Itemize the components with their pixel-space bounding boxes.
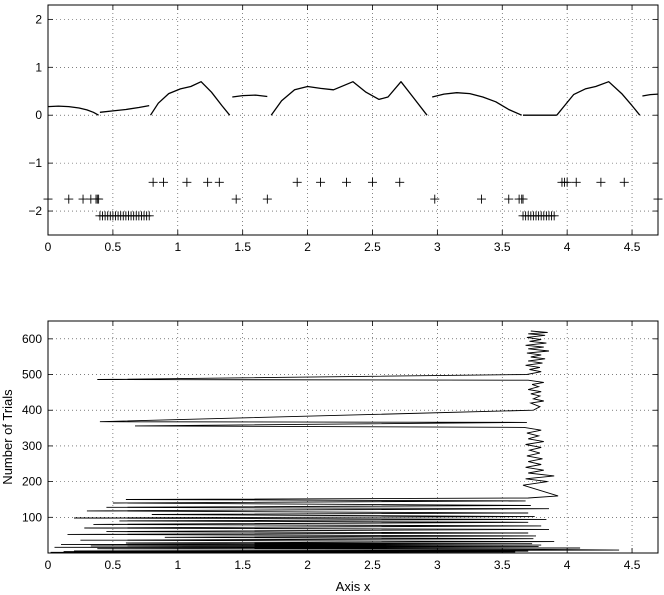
- bottom-trials-trace: [50, 330, 620, 553]
- top-marker-row1-13: [571, 177, 581, 187]
- top-curve-segment-5: [432, 92, 522, 116]
- bottom-plot-area: [48, 321, 658, 553]
- top-ytick-label-3: 1: [35, 60, 42, 74]
- top-xtick-label-2: 1: [174, 240, 181, 254]
- top-marker-row2-1: [64, 194, 74, 204]
- top-marker-row1-5: [292, 177, 302, 187]
- top-xtick-label-4: 2: [304, 240, 311, 254]
- top-marker-row2-6: [94, 194, 104, 204]
- top-axes-frame: [47, 4, 659, 236]
- top-marker-row1-15: [619, 177, 629, 187]
- top-marker-row1-4: [214, 177, 224, 187]
- bottom-ytick-label-5: 600: [22, 332, 42, 346]
- top-curve-segment-7: [556, 81, 641, 116]
- top-xtick-label-5: 2.5: [364, 240, 381, 254]
- top-xtick-label-1: 0.5: [105, 240, 122, 254]
- top-plot-area: [48, 5, 658, 235]
- top-xtick-label-3: 1.5: [234, 240, 251, 254]
- bottom-x-axis-label: Axis x: [336, 579, 371, 594]
- bottom-ytick-label-4: 500: [22, 368, 42, 382]
- bottom-ytick-label-0: 100: [22, 510, 42, 524]
- top-ytick-label-0: −2: [28, 204, 42, 218]
- top-curve-segment-4: [270, 81, 428, 116]
- top-marker-row2-9: [430, 194, 440, 204]
- top-marker-row2-8: [262, 194, 272, 204]
- bottom-ytick-label-1: 200: [22, 475, 42, 489]
- bottom-xtick-label-3: 1.5: [234, 558, 251, 572]
- top-xtick-label-0: 0: [45, 240, 52, 254]
- top-marker-row1-14: [596, 177, 606, 187]
- bottom-ytick-label-3: 400: [22, 403, 42, 417]
- top-xtick-label-9: 4.5: [624, 240, 641, 254]
- top-marker-row1-3: [203, 177, 213, 187]
- top-marker-row1-0: [148, 177, 158, 187]
- bottom-xtick-label-9: 4.5: [624, 558, 641, 572]
- top-marker-row1-9: [395, 177, 405, 187]
- top-marker-row3-19: [144, 211, 154, 221]
- bottom-axes-frame: [47, 320, 659, 554]
- top-marker-row1-2: [182, 177, 192, 187]
- top-marker-row2-10: [476, 194, 486, 204]
- bottom-xtick-label-6: 3: [434, 558, 441, 572]
- top-ytick-label-4: 2: [35, 12, 42, 26]
- top-curve-segment-0: [47, 105, 99, 116]
- bottom-panel: 0 0.5 1 1.5 2 2.5 3 3.5 4 4.5 100 200 300 400 500 600: [22, 320, 659, 572]
- bottom-xtick-label-1: 0.5: [105, 558, 122, 572]
- top-curve-segment-1: [99, 104, 150, 113]
- top-marker-row1-7: [342, 177, 352, 187]
- top-marker-row1-8: [367, 177, 377, 187]
- top-ytick-label-1: −1: [28, 156, 42, 170]
- top-xtick-label-8: 4: [564, 240, 571, 254]
- bottom-xtick-label-5: 2.5: [364, 558, 381, 572]
- top-marker-row2-11: [504, 194, 514, 204]
- top-ytick-label-2: 0: [35, 108, 42, 122]
- bottom-xtick-label-7: 3.5: [494, 558, 511, 572]
- top-curve-segment-2: [149, 81, 231, 116]
- bottom-xtick-label-2: 1: [174, 558, 181, 572]
- top-marker-row1-12: [562, 177, 572, 187]
- top-curve-segment-8: [642, 93, 659, 97]
- top-marker-row3-32: [549, 211, 559, 221]
- top-marker-row2-7: [231, 194, 241, 204]
- top-marker-row1-6: [316, 177, 326, 187]
- top-marker-row2-14: [518, 194, 528, 204]
- top-xtick-label-7: 3.5: [494, 240, 511, 254]
- top-panel: 0 0.5 1 1.5 2 2.5 3 3.5 4 4.5 −2 −1 0 1 2: [28, 4, 663, 254]
- bottom-y-axis-label: Number of Trials: [0, 389, 15, 485]
- top-curve-segment-3: [232, 94, 268, 98]
- bottom-ytick-label-2: 300: [22, 439, 42, 453]
- top-xtick-label-6: 3: [434, 240, 441, 254]
- bottom-xtick-label-0: 0: [45, 558, 52, 572]
- top-marker-row1-1: [159, 177, 169, 187]
- top-marker-row2-2: [78, 194, 88, 204]
- bottom-xtick-label-8: 4: [564, 558, 571, 572]
- bottom-xtick-label-4: 2: [304, 558, 311, 572]
